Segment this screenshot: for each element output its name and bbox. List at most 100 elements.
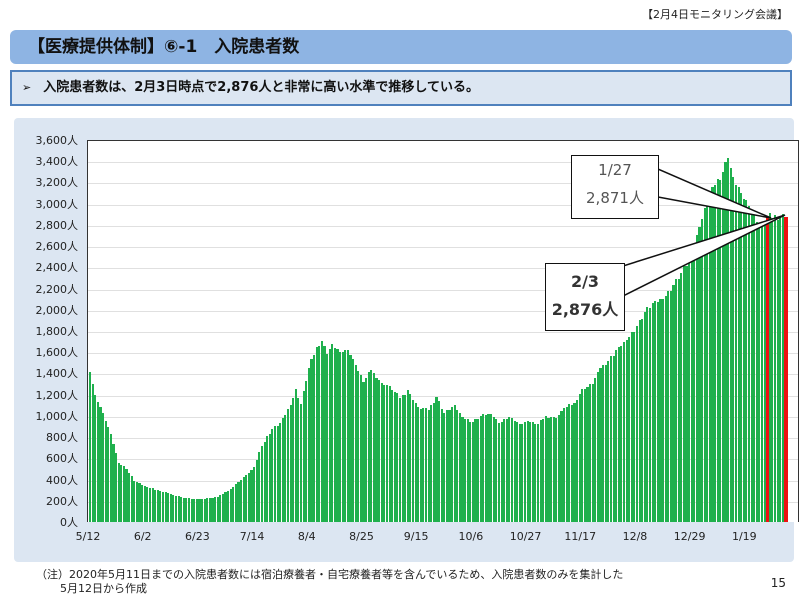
data-bar bbox=[115, 452, 118, 522]
data-bar bbox=[185, 497, 188, 522]
data-bar bbox=[573, 403, 576, 522]
gridline bbox=[88, 459, 798, 461]
data-bar bbox=[469, 421, 472, 522]
y-tick-label: 3,000人 bbox=[35, 197, 79, 211]
data-bar bbox=[94, 394, 97, 522]
data-bar bbox=[508, 416, 511, 522]
data-bar bbox=[667, 290, 670, 522]
data-bar bbox=[302, 390, 305, 522]
data-bar bbox=[521, 423, 524, 522]
data-bar bbox=[635, 325, 639, 522]
data-bar bbox=[701, 219, 704, 522]
data-bar bbox=[211, 497, 214, 522]
data-bar bbox=[516, 422, 519, 522]
x-tick-label: 11/17 bbox=[564, 530, 597, 543]
data-bar bbox=[141, 484, 144, 522]
data-bar bbox=[138, 482, 141, 522]
data-bar bbox=[542, 419, 545, 522]
data-bar bbox=[565, 406, 568, 522]
data-bar bbox=[669, 291, 672, 522]
data-bar bbox=[396, 393, 399, 522]
data-bar bbox=[544, 415, 547, 522]
data-bar bbox=[451, 406, 454, 522]
x-tick-label: 8/4 bbox=[297, 530, 316, 543]
data-bar bbox=[602, 364, 605, 522]
data-bar bbox=[273, 425, 277, 522]
data-bar bbox=[721, 171, 724, 522]
data-bar bbox=[372, 372, 375, 522]
data-bar bbox=[234, 484, 237, 522]
data-bar bbox=[203, 498, 206, 522]
data-bar bbox=[346, 350, 349, 522]
data-bar bbox=[659, 298, 662, 522]
data-bar bbox=[146, 487, 149, 522]
data-bar bbox=[737, 186, 740, 522]
data-bar bbox=[242, 477, 245, 522]
data-bar bbox=[312, 354, 316, 522]
data-bar bbox=[427, 409, 430, 522]
data-bar bbox=[661, 299, 665, 522]
data-bar bbox=[154, 489, 157, 522]
data-bar bbox=[326, 354, 329, 522]
data-bar bbox=[143, 485, 146, 522]
data-bar bbox=[221, 493, 224, 522]
data-bar bbox=[216, 496, 219, 522]
y-tick-label: 200人 bbox=[46, 494, 78, 508]
data-bar bbox=[534, 424, 537, 522]
data-bar bbox=[464, 418, 467, 522]
data-bar bbox=[586, 386, 589, 522]
x-tick-label: 12/29 bbox=[673, 530, 706, 543]
gridline bbox=[88, 247, 798, 249]
y-tick-label: 2,400人 bbox=[35, 261, 79, 275]
y-tick-label: 1,200人 bbox=[35, 388, 79, 402]
data-bar bbox=[557, 414, 560, 522]
data-bar bbox=[448, 409, 451, 522]
data-bar bbox=[237, 481, 240, 522]
data-bar bbox=[164, 492, 167, 522]
data-bar bbox=[404, 394, 407, 522]
data-bar bbox=[102, 412, 105, 522]
data-bar bbox=[393, 391, 396, 522]
data-bar bbox=[104, 420, 107, 522]
data-bar bbox=[180, 496, 183, 522]
data-bar bbox=[443, 412, 446, 522]
data-bar bbox=[383, 385, 386, 522]
data-bar bbox=[529, 422, 532, 522]
data-bar bbox=[117, 462, 120, 522]
data-bar bbox=[375, 378, 378, 522]
chart-panel: 0人 200人 400人 600人 800人 1,000人 1,200人 1,400人 1,60… bbox=[14, 118, 799, 562]
data-bar bbox=[328, 349, 331, 522]
data-bar bbox=[685, 265, 688, 522]
y-tick-label: 2,000人 bbox=[35, 303, 79, 317]
data-bar bbox=[245, 475, 248, 522]
y-tick-label: 800人 bbox=[46, 431, 78, 445]
data-bar bbox=[466, 418, 469, 522]
data-bar bbox=[156, 490, 159, 522]
callout-feb3-date: 2/3 bbox=[570, 272, 600, 291]
x-tick-label: 7/14 bbox=[239, 530, 265, 543]
data-bar bbox=[711, 186, 714, 522]
data-bar bbox=[258, 452, 261, 522]
data-bar bbox=[563, 408, 566, 522]
data-bar bbox=[240, 479, 243, 522]
data-bar bbox=[771, 217, 774, 522]
gridline bbox=[88, 268, 798, 270]
data-bar bbox=[276, 425, 279, 522]
x-tick-label: 10/6 bbox=[458, 530, 484, 543]
data-bar bbox=[294, 389, 297, 522]
callout-feb3-value: 2,876人 bbox=[551, 300, 619, 319]
data-bar bbox=[120, 464, 123, 522]
y-tick-label: 2,600人 bbox=[35, 240, 79, 254]
data-bar bbox=[438, 401, 441, 522]
meeting-label: 【2月4日モニタリング会議】 bbox=[642, 8, 788, 21]
data-bar bbox=[292, 397, 295, 522]
data-bar bbox=[333, 347, 336, 522]
data-bar bbox=[497, 423, 501, 522]
data-bar bbox=[531, 421, 534, 522]
data-bar bbox=[307, 368, 310, 522]
data-bar bbox=[620, 345, 623, 522]
data-bar bbox=[536, 424, 540, 522]
y-tick-label: 400人 bbox=[46, 473, 78, 487]
data-bar bbox=[490, 413, 493, 522]
data-bar bbox=[763, 223, 766, 522]
